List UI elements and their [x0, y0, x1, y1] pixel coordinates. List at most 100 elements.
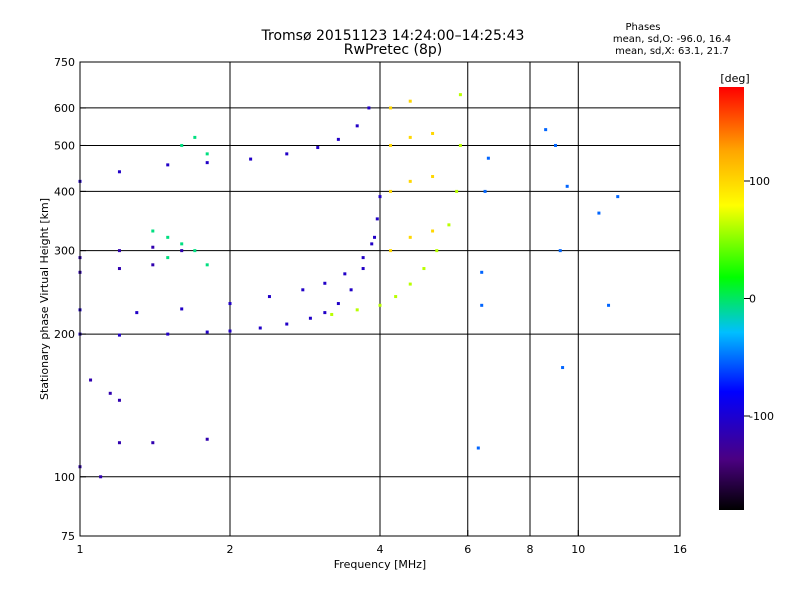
data-point — [408, 99, 412, 103]
data-point — [389, 106, 393, 110]
data-point — [180, 307, 184, 311]
x-tick-label: 8 — [527, 543, 534, 556]
data-point — [336, 302, 340, 306]
data-point — [285, 322, 289, 326]
data-point — [458, 143, 462, 147]
data-point — [258, 326, 262, 330]
data-point — [166, 163, 170, 167]
x-axis: 1 2 4 6 8 10 16 — [77, 530, 687, 556]
data-point — [389, 189, 393, 193]
data-point — [476, 446, 480, 450]
data-point — [375, 217, 379, 221]
data-point — [355, 308, 359, 312]
colorbar-label: [deg] — [720, 72, 749, 85]
data-point — [205, 437, 209, 441]
data-point — [117, 267, 121, 271]
data-point — [394, 295, 398, 299]
data-point — [99, 475, 103, 479]
colorbar — [719, 87, 744, 510]
x-tick-label: 2 — [227, 543, 234, 556]
data-point — [431, 131, 435, 135]
data-point — [330, 312, 334, 316]
data-point — [408, 282, 412, 286]
y-tick-label: 100 — [54, 471, 75, 484]
data-point — [607, 303, 611, 307]
data-point — [561, 366, 565, 370]
data-point — [151, 441, 155, 445]
data-point — [205, 263, 209, 267]
data-point — [193, 249, 197, 253]
data-point — [89, 378, 93, 382]
y-tick-label: 75 — [61, 530, 75, 543]
data-point — [378, 303, 382, 307]
y-tick-label: 300 — [54, 245, 75, 258]
data-point — [151, 229, 155, 233]
data-point — [565, 184, 569, 188]
data-point — [355, 124, 359, 128]
data-points — [78, 93, 620, 479]
data-point — [108, 391, 112, 395]
data-point — [480, 303, 484, 307]
data-point — [117, 333, 121, 337]
data-point — [180, 249, 184, 253]
data-point — [135, 311, 139, 315]
data-point — [180, 242, 184, 246]
x-tick-label: 10 — [571, 543, 585, 556]
data-point — [389, 143, 393, 147]
data-point — [117, 249, 121, 253]
x-tick-label: 4 — [377, 543, 384, 556]
data-point — [228, 302, 232, 306]
data-point — [117, 398, 121, 402]
data-point — [323, 311, 327, 315]
chart-title: Tromsø 20151123 14:24:00–14:25:43 — [261, 28, 525, 44]
data-point — [336, 137, 340, 141]
data-point — [431, 229, 435, 233]
data-point — [483, 189, 487, 193]
data-point — [316, 146, 320, 150]
data-point — [249, 157, 253, 161]
data-point — [408, 235, 412, 239]
data-point — [422, 267, 426, 271]
data-point — [323, 281, 327, 285]
data-point — [408, 135, 412, 139]
y-tick-label: 400 — [54, 185, 75, 198]
data-point — [361, 256, 365, 260]
data-point — [301, 288, 305, 292]
data-point — [166, 256, 170, 260]
data-point — [228, 329, 232, 333]
data-point — [616, 195, 620, 199]
data-point — [117, 170, 121, 174]
y-axis: 75 100 200 300 400 500 600 750 — [54, 56, 86, 543]
colorbar-tick-label: 0 — [749, 293, 756, 306]
y-axis-label: Stationary phase Virtual Height [km] — [38, 198, 51, 400]
colorbar-tick-label: -100 — [749, 410, 774, 423]
x-tick-label: 6 — [464, 543, 471, 556]
info-line-o: mean, sd,O: -96.0, 16.4 — [613, 34, 731, 45]
data-point — [180, 143, 184, 147]
colorbar-tick-label: 100 — [749, 175, 770, 188]
y-tick-label: 500 — [54, 139, 75, 152]
x-tick-label: 1 — [77, 543, 84, 556]
data-point — [349, 288, 353, 292]
data-point — [205, 161, 209, 165]
data-point — [378, 195, 382, 199]
y-tick-label: 200 — [54, 328, 75, 341]
y-tick-label: 750 — [54, 56, 75, 69]
data-point — [308, 316, 312, 320]
data-point — [486, 156, 490, 160]
data-point — [455, 189, 459, 193]
colorbar-ticks: 100 0 -100 — [744, 175, 774, 423]
data-point — [373, 235, 377, 239]
data-point — [151, 263, 155, 267]
info-heading: Phases — [625, 22, 660, 33]
data-point — [435, 249, 439, 253]
data-point — [361, 267, 365, 271]
data-point — [544, 128, 548, 132]
data-point — [166, 332, 170, 336]
data-point — [193, 135, 197, 139]
data-point — [151, 245, 155, 249]
info-line-x: mean, sd,X: 63.1, 21.7 — [615, 46, 729, 57]
data-point — [431, 175, 435, 179]
data-point — [558, 249, 562, 253]
